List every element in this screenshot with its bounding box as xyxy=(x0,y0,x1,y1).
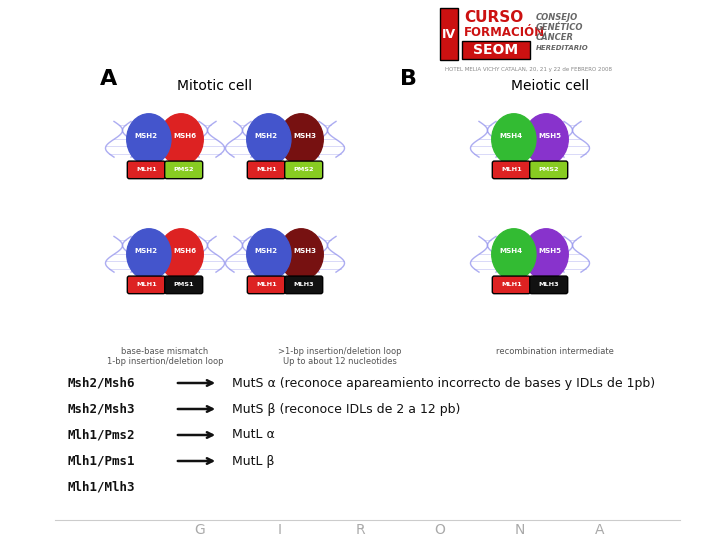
Text: MSH6: MSH6 xyxy=(173,133,196,139)
FancyBboxPatch shape xyxy=(530,161,567,179)
Text: Mlh1/Mlh3: Mlh1/Mlh3 xyxy=(68,481,135,494)
Text: PMS2: PMS2 xyxy=(539,167,559,172)
Ellipse shape xyxy=(247,114,291,165)
Ellipse shape xyxy=(159,114,203,165)
Text: N: N xyxy=(515,523,525,537)
FancyBboxPatch shape xyxy=(165,276,203,294)
Text: R: R xyxy=(355,523,365,537)
Text: MSH6: MSH6 xyxy=(173,248,196,254)
Text: MSH2: MSH2 xyxy=(134,248,157,254)
Text: MutS β (reconoce IDLs de 2 a 12 pb): MutS β (reconoce IDLs de 2 a 12 pb) xyxy=(232,402,460,415)
Ellipse shape xyxy=(159,229,203,280)
Text: MSH5: MSH5 xyxy=(538,133,561,139)
Text: CÁNCER: CÁNCER xyxy=(536,33,574,43)
Text: MSH2: MSH2 xyxy=(254,133,277,139)
Text: MLH1: MLH1 xyxy=(256,282,276,287)
Ellipse shape xyxy=(247,229,291,280)
Text: PMS2: PMS2 xyxy=(174,167,194,172)
Ellipse shape xyxy=(127,229,171,280)
Ellipse shape xyxy=(492,229,536,280)
Text: Mlh1/Pms2: Mlh1/Pms2 xyxy=(68,429,135,442)
Text: MLH1: MLH1 xyxy=(256,167,276,172)
Ellipse shape xyxy=(524,114,568,165)
Text: recombination intermediate: recombination intermediate xyxy=(496,347,614,356)
Text: HEREDITARIO: HEREDITARIO xyxy=(536,45,589,51)
Text: MSH4: MSH4 xyxy=(499,133,522,139)
Text: A: A xyxy=(100,69,117,89)
Text: I: I xyxy=(278,523,282,537)
Text: SEOM: SEOM xyxy=(474,43,518,57)
Text: B: B xyxy=(400,69,417,89)
Text: IV: IV xyxy=(442,28,456,40)
Text: MLH1: MLH1 xyxy=(136,282,157,287)
Text: Mitotic cell: Mitotic cell xyxy=(177,79,253,93)
Ellipse shape xyxy=(279,114,323,165)
Text: A: A xyxy=(595,523,605,537)
Text: MSH3: MSH3 xyxy=(293,248,316,254)
Text: CURSO: CURSO xyxy=(464,10,523,25)
Text: G: G xyxy=(194,523,205,537)
Text: MutL β: MutL β xyxy=(232,455,274,468)
Text: Msh2/Msh3: Msh2/Msh3 xyxy=(68,402,135,415)
Text: HOTEL MELIA VICHY CATALAN, 20, 21 y 22 de FEBRERO 2008: HOTEL MELIA VICHY CATALAN, 20, 21 y 22 d… xyxy=(445,68,612,72)
FancyBboxPatch shape xyxy=(440,8,458,60)
FancyBboxPatch shape xyxy=(462,41,530,59)
Text: O: O xyxy=(435,523,446,537)
Ellipse shape xyxy=(524,229,568,280)
Ellipse shape xyxy=(492,114,536,165)
Text: MSH5: MSH5 xyxy=(538,248,561,254)
Text: FORMACIÓN: FORMACIÓN xyxy=(464,25,545,38)
Ellipse shape xyxy=(127,114,171,165)
FancyBboxPatch shape xyxy=(127,161,166,179)
Text: base-base mismatch
1-bp insertion/deletion loop: base-base mismatch 1-bp insertion/deleti… xyxy=(107,347,223,367)
Text: MSH3: MSH3 xyxy=(293,133,316,139)
Text: MLH1: MLH1 xyxy=(501,282,522,287)
FancyBboxPatch shape xyxy=(492,276,531,294)
FancyBboxPatch shape xyxy=(247,276,285,294)
Text: MSH2: MSH2 xyxy=(254,248,277,254)
FancyBboxPatch shape xyxy=(530,276,567,294)
FancyBboxPatch shape xyxy=(492,161,531,179)
Text: Mlh1/Pms1: Mlh1/Pms1 xyxy=(68,455,135,468)
Text: PMS2: PMS2 xyxy=(294,167,314,172)
Text: MLH3: MLH3 xyxy=(539,282,559,287)
Text: Msh2/Msh6: Msh2/Msh6 xyxy=(68,376,135,389)
Text: MLH1: MLH1 xyxy=(136,167,157,172)
FancyBboxPatch shape xyxy=(247,161,285,179)
Text: MLH3: MLH3 xyxy=(293,282,314,287)
FancyBboxPatch shape xyxy=(284,161,323,179)
FancyBboxPatch shape xyxy=(165,161,203,179)
Text: GENÉTICO: GENÉTICO xyxy=(536,24,583,32)
Text: CONSEJO: CONSEJO xyxy=(536,14,578,23)
Text: MutL α: MutL α xyxy=(232,429,275,442)
Text: MutS α (reconoce apareamiento incorrecto de bases y IDLs de 1pb): MutS α (reconoce apareamiento incorrecto… xyxy=(232,376,655,389)
Ellipse shape xyxy=(279,229,323,280)
FancyBboxPatch shape xyxy=(284,276,323,294)
Text: MLH1: MLH1 xyxy=(501,167,522,172)
FancyBboxPatch shape xyxy=(127,276,166,294)
Text: MSH2: MSH2 xyxy=(134,133,157,139)
Text: Meiotic cell: Meiotic cell xyxy=(511,79,589,93)
Text: PMS1: PMS1 xyxy=(174,282,194,287)
Text: MSH4: MSH4 xyxy=(499,248,522,254)
Text: >1-bp insertion/deletion loop
Up to about 12 nucleotides: >1-bp insertion/deletion loop Up to abou… xyxy=(278,347,402,367)
